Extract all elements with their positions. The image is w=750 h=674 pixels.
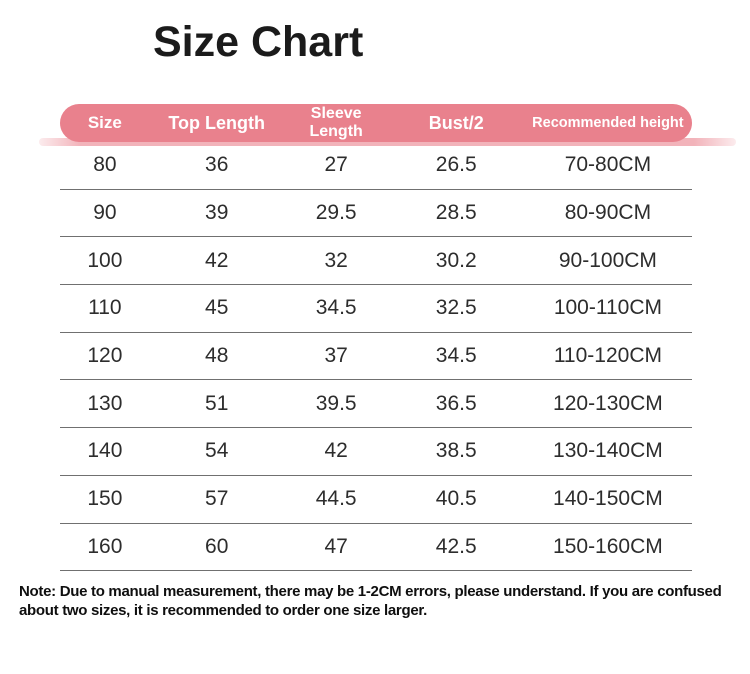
table-cell: 28.5 [435,201,477,225]
table-cell: 47 [324,534,348,558]
table-cell: 90 [93,201,117,225]
table-cell: 51 [205,391,229,415]
table-cell: 36.5 [435,391,477,415]
note-text: Note: Due to manual measurement, there m… [19,583,722,620]
table-row: 140 54 42 38.5 130-140CM [60,428,692,476]
header-cell-top-length: Top Length [168,112,266,133]
table-cell: 140-150CM [553,487,663,511]
table-cell: 29.5 [315,201,357,225]
table-cell: 80 [93,153,117,177]
table-cell: 32 [324,248,348,272]
table-cell: 160 [87,534,123,558]
table-cell: 30.2 [435,248,477,272]
table-cell: 70-80CM [564,153,652,177]
table-cell: 140 [87,439,123,463]
table-cell: 34.5 [435,344,477,368]
table-cell: 48 [205,344,229,368]
table-row: 120 48 37 34.5 110-120CM [60,333,692,381]
table-cell: 37 [324,344,348,368]
page-title: Size Chart [153,18,364,66]
table-cell: 26.5 [435,153,477,177]
header-shadow-strip [39,138,736,146]
table-row: 80 36 27 26.5 70-80CM [60,142,692,190]
table-row: 130 51 39.5 36.5 120-130CM [60,380,692,429]
table-cell: 130-140CM [553,439,663,463]
table-cell: 57 [205,487,229,511]
table-cell: 110 [88,296,122,320]
table-cell: 130 [87,391,123,415]
table-cell: 150-160CM [553,534,663,558]
table-cell: 39 [205,201,229,225]
table-cell: 32.5 [435,296,477,320]
size-table: Size Top Length Sleeve Length Bust/2 Recomme… [39,104,736,572]
table-cell: 54 [205,439,229,463]
table-cell: 42.5 [435,534,477,558]
table-row: 160 60 47 42.5 150-160CM [60,524,692,572]
table-cell: 40.5 [435,487,477,511]
table-cell: 60 [205,534,229,558]
table-cell: 45 [205,296,229,320]
table-body: 80 36 27 26.5 70-80CM 90 39 29.5 28.5 80-90CM 100 4… [60,142,692,572]
table-cell: 38.5 [435,439,477,463]
table-cell: 44.5 [315,487,357,511]
header-cell-sleeve-length: Sleeve Length [309,105,363,140]
table-cell: 34.5 [315,296,357,320]
table-cell: 36 [205,153,229,177]
table-row: 100 42 32 30.2 90-100CM [60,237,692,286]
table-row: 150 57 44.5 40.5 140-150CM [60,476,692,524]
table-cell: 120 [87,344,123,368]
table-cell: 42 [324,439,348,463]
header-cell-recommended-height: Recommended height [532,115,684,131]
table-row: 110 45 34.5 32.5 100-110CM [60,285,692,333]
table-cell: 90-100CM [558,248,657,272]
table-cell: 27 [324,153,348,177]
table-header-row: Size Top Length Sleeve Length Bust/2 Recomme… [60,104,692,142]
table-cell: 120-130CM [553,391,663,415]
table-cell: 150 [87,487,123,511]
table-cell: 39.5 [315,391,357,415]
table-cell: 100 [87,248,123,272]
table-cell: 42 [205,248,229,272]
header-cell-bust-2: Bust/2 [428,112,484,133]
table-row: 90 39 29.5 28.5 80-90CM [60,190,692,238]
table-cell: 110-120CM [553,344,662,368]
header-cell-size: Size [87,113,122,132]
table-cell: 80-90CM [564,201,652,225]
table-cell: 100-110CM [553,296,662,320]
